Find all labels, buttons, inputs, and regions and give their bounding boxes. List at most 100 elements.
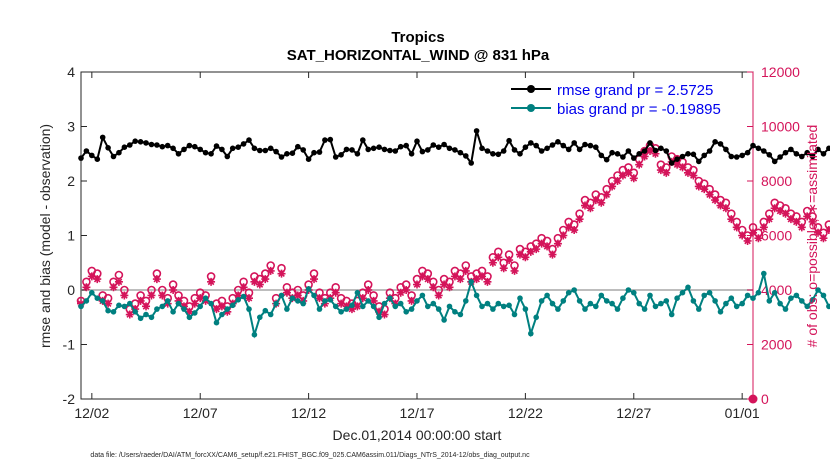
obs-assimilated-point xyxy=(819,234,828,243)
obs-assimilated-point xyxy=(82,283,91,292)
bias-point xyxy=(105,307,111,314)
y-left-tick-label: 0 xyxy=(67,282,75,298)
obs-assimilated-point xyxy=(543,242,552,251)
obs-assimilated-point xyxy=(245,294,253,303)
rmse-point xyxy=(311,149,317,156)
obs-assimilated-point xyxy=(765,215,774,224)
obs-assimilated-point xyxy=(559,231,568,240)
y-right-tick-label: 0 xyxy=(761,391,769,407)
bias-point xyxy=(636,300,642,307)
rmse-point xyxy=(349,147,355,153)
obs-assimilated-point xyxy=(158,291,167,300)
rmse-point xyxy=(452,147,458,153)
rmse-point xyxy=(235,144,241,150)
bias-point xyxy=(414,298,420,304)
rmse-point xyxy=(782,149,789,156)
bias-point xyxy=(332,303,339,310)
series-rmse xyxy=(78,128,830,166)
obs-assimilated-point xyxy=(624,168,633,177)
obs-assimilated-point xyxy=(266,266,275,275)
rmse-point xyxy=(668,160,675,166)
obs-assimilated-point xyxy=(635,160,644,169)
obs-assimilated-point xyxy=(526,247,535,256)
bias-point xyxy=(696,306,702,312)
rmse-point xyxy=(327,136,334,143)
bias-point xyxy=(761,270,767,277)
obs-assimilated-point xyxy=(293,291,302,300)
rmse-point xyxy=(484,148,491,154)
obs-assimilated-point xyxy=(402,286,411,294)
y-right-tick-label: 12000 xyxy=(761,64,800,80)
rmse-point xyxy=(110,153,117,160)
rmse-point xyxy=(652,147,659,154)
bias-point xyxy=(284,306,290,312)
bias-point xyxy=(219,311,225,318)
obs-assimilated-point xyxy=(310,275,319,284)
bias-point xyxy=(360,303,366,310)
obs-assimilated-point xyxy=(478,272,487,281)
bias-point xyxy=(349,302,355,309)
obs-assimilated-point xyxy=(456,275,465,284)
rmse-point xyxy=(430,142,437,148)
x-axis: 12/02 12/07 12/12 12/17 12/22 12/27 01/01 xyxy=(74,72,760,421)
x-tick-label: 12/12 xyxy=(291,405,326,421)
rmse-point xyxy=(387,147,393,154)
bias-point xyxy=(295,298,301,304)
rmse-point xyxy=(593,144,599,150)
bias-point xyxy=(511,311,518,318)
bias-point xyxy=(484,300,491,307)
rmse-point xyxy=(598,152,605,159)
bias-point xyxy=(712,298,718,304)
bias-point xyxy=(202,295,209,302)
rmse-point xyxy=(479,145,485,152)
rmse-point xyxy=(289,150,296,156)
bias-point xyxy=(652,303,659,310)
obs-assimilated-point xyxy=(93,275,102,284)
obs-assimilated-point xyxy=(814,228,823,237)
rmse-point xyxy=(533,142,539,149)
bias-point xyxy=(674,295,680,302)
bias-point xyxy=(593,303,599,310)
bias-point xyxy=(403,309,410,315)
obs-assimilated-point xyxy=(597,198,606,207)
obs-assimilated-point xyxy=(651,149,660,158)
rmse-point xyxy=(370,145,377,152)
obs-assimilated-point xyxy=(353,302,362,311)
bias-point xyxy=(473,292,480,299)
bias-point xyxy=(289,295,296,302)
bias-point xyxy=(376,314,382,321)
obs-assimilated-point xyxy=(185,307,194,316)
bias-point xyxy=(365,298,372,304)
series-bias xyxy=(78,270,830,339)
rmse-point xyxy=(251,145,258,152)
bias-point xyxy=(614,306,621,312)
bias-point xyxy=(658,300,664,307)
obs-assimilated-point xyxy=(136,296,145,305)
x-tick-label: 12/17 xyxy=(399,405,434,421)
rmse-point xyxy=(360,137,366,143)
x-tick-label: 12/02 xyxy=(74,405,109,421)
rmse-point xyxy=(137,139,144,145)
bias-point xyxy=(788,295,794,302)
obs-assimilated-point xyxy=(282,288,291,297)
rmse-point xyxy=(219,146,225,153)
rmse-point xyxy=(706,148,713,154)
rmse-point xyxy=(587,142,594,149)
bias-point xyxy=(154,306,160,312)
obs-assimilated-point xyxy=(808,217,817,226)
obs-assimilated-point xyxy=(434,291,443,300)
rmse-point xyxy=(690,151,697,158)
obs-assimilated-point xyxy=(537,239,546,248)
obs-assimilated-point xyxy=(450,272,459,281)
obs-assimilated-point xyxy=(109,283,118,292)
rmse-point xyxy=(338,152,344,158)
obs-assimilated-point xyxy=(461,266,470,275)
rmse-point xyxy=(332,154,339,160)
rmse-point xyxy=(631,155,637,161)
rmse-point xyxy=(365,146,372,153)
y-left-tick-label: 4 xyxy=(67,64,75,80)
bias-point xyxy=(116,302,122,309)
rmse-point xyxy=(788,146,794,153)
bias-point xyxy=(240,293,247,300)
footnote: data file: /Users/raeder/DAI/ATM_forcXX/… xyxy=(90,452,530,459)
